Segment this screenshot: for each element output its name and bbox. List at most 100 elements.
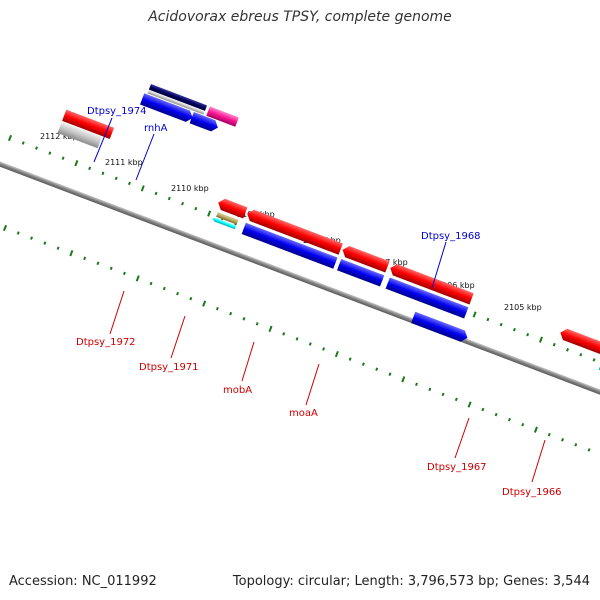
inner-ring-tick — [229, 311, 233, 316]
inner-ring-tick — [428, 387, 432, 392]
gene-grey-left — [57, 121, 102, 149]
gene-cyan-small — [212, 217, 237, 230]
outer-ring-tick — [538, 336, 543, 343]
inner-ring-tick — [268, 325, 273, 333]
gene-rnha — [206, 106, 239, 127]
inner-ring-tick — [441, 392, 445, 397]
outer-ring-tick — [88, 166, 92, 171]
inner-ring-tick — [561, 438, 565, 442]
gene-dtpsy-1968 — [411, 311, 468, 342]
inner-ring-tick — [388, 372, 392, 376]
inner-ring-tick — [494, 412, 498, 417]
inner-ring-tick — [481, 407, 485, 412]
inner-ring-tick — [401, 376, 406, 383]
inner-ring-tick — [122, 271, 126, 276]
inner-ring-tick — [415, 382, 418, 387]
gene-red-left-1 — [62, 109, 115, 139]
outer-ring-tick — [181, 201, 185, 206]
tick-label-2110: 2110 kbp — [171, 184, 209, 193]
gene-red-rev-1 — [247, 209, 343, 255]
gene-dtpsy-1974 — [148, 84, 208, 111]
inner-ring-tick — [308, 342, 312, 346]
inner-ring-tick — [295, 337, 299, 341]
inner-ring-tick — [135, 275, 140, 282]
tick-label-2106: 2106 kbp — [437, 281, 475, 290]
tick-label-2105: 2105 kbp — [504, 303, 542, 312]
inner-ring-tick — [255, 322, 259, 326]
topology-text: Topology: circular; Length: 3,796,573 bp… — [232, 574, 590, 589]
gene-grey-fwd — [147, 90, 205, 115]
inner-ring-tick — [242, 317, 246, 321]
inner-ring-tick — [43, 241, 47, 245]
outer-ring-tick — [7, 134, 13, 142]
label-moaa: moaA — [289, 408, 318, 419]
outer-ring-tick — [552, 342, 556, 347]
gene-red-small — [218, 198, 248, 219]
gene-moa-a — [390, 264, 474, 305]
outer-ring-tick — [526, 332, 530, 337]
outer-ring-tick — [194, 206, 198, 211]
outer-ring-tick — [154, 191, 158, 196]
inner-ring-tick — [375, 367, 379, 371]
inner-ring-tick — [56, 246, 60, 250]
outer-ring-tick — [207, 210, 212, 217]
outer-ring-tick — [140, 185, 145, 192]
inner-ring-tick — [30, 236, 34, 240]
outer-ring-tick — [101, 171, 105, 176]
gene-dtpsy-1967 — [560, 328, 600, 355]
label-dtpsy-1968: Dtpsy_1968 — [421, 231, 481, 242]
label-dtpsy-1966: Dtpsy_1966 — [502, 487, 562, 498]
outer-ring-tick — [486, 317, 490, 322]
inner-ring-tick — [547, 432, 551, 437]
outer-ring-tick — [167, 196, 171, 201]
tick-label-2111: 2111 kbp — [105, 158, 143, 167]
inner-ring-tick — [202, 300, 207, 307]
inner-ring-tick — [2, 224, 8, 232]
outer-ring-tick — [579, 353, 583, 357]
outer-ring-tick — [21, 141, 25, 145]
inner-ring-tick — [162, 286, 166, 291]
inner-ring-tick — [176, 291, 180, 296]
gene-blue-fwd-1 — [140, 93, 193, 122]
outer-ring-tick — [499, 322, 503, 327]
inner-ring-tick — [334, 350, 339, 358]
outer-ring-tick — [566, 348, 570, 352]
tick-label-2112: 2112 kbp — [40, 132, 78, 141]
label-moba: mobA — [223, 385, 252, 396]
gene-dtpsy-1971 — [241, 222, 338, 269]
label-dtpsy-1972: Dtpsy_1972 — [76, 337, 136, 348]
inner-ring-tick — [16, 231, 20, 235]
outer-ring-tick — [35, 146, 39, 150]
inner-ring-tick — [149, 281, 153, 286]
label-rnha: rnhA — [144, 123, 168, 134]
inner-ring-tick — [282, 332, 286, 336]
outer-ring-tick — [127, 181, 131, 186]
outer-ring-tick — [61, 156, 65, 160]
inner-ring-tick — [533, 426, 538, 433]
outer-ring-tick — [592, 358, 596, 362]
inner-ring-tick — [189, 296, 193, 301]
gene-labels: Dtpsy_1974 rnhA Dtpsy_1968 Dtpsy_1972 Dt… — [76, 106, 562, 498]
inner-ring-tick — [83, 256, 87, 261]
inner-ring-tick — [109, 266, 113, 271]
label-dtpsy-1971: Dtpsy_1971 — [139, 362, 199, 373]
inner-ring-tick — [361, 362, 365, 366]
outer-ring-tick — [48, 151, 52, 155]
accession-text: Accession: NC_011992 — [9, 574, 157, 589]
inner-ring-tick — [215, 306, 219, 311]
inner-ring-tick — [69, 250, 74, 257]
outer-ring-tick — [74, 160, 79, 167]
inner-tick-ring — [2, 224, 591, 452]
outer-ring-tick — [512, 327, 516, 332]
inner-ring-tick — [322, 347, 326, 351]
inner-ring-tick — [454, 397, 458, 402]
inner-ring-tick — [348, 357, 352, 361]
gene-blue-rev-3 — [385, 277, 469, 319]
leader-lines — [93, 117, 546, 483]
genome-backbone — [0, 118, 600, 443]
inner-ring-tick — [467, 401, 472, 408]
map-title: Acidovorax ebreus TPSY, complete genome — [148, 9, 452, 25]
gene-mob-a — [336, 258, 385, 287]
tick-labels: 2112 kbp 2111 kbp 2110 kbp 2109 kbp 2108… — [40, 132, 542, 312]
